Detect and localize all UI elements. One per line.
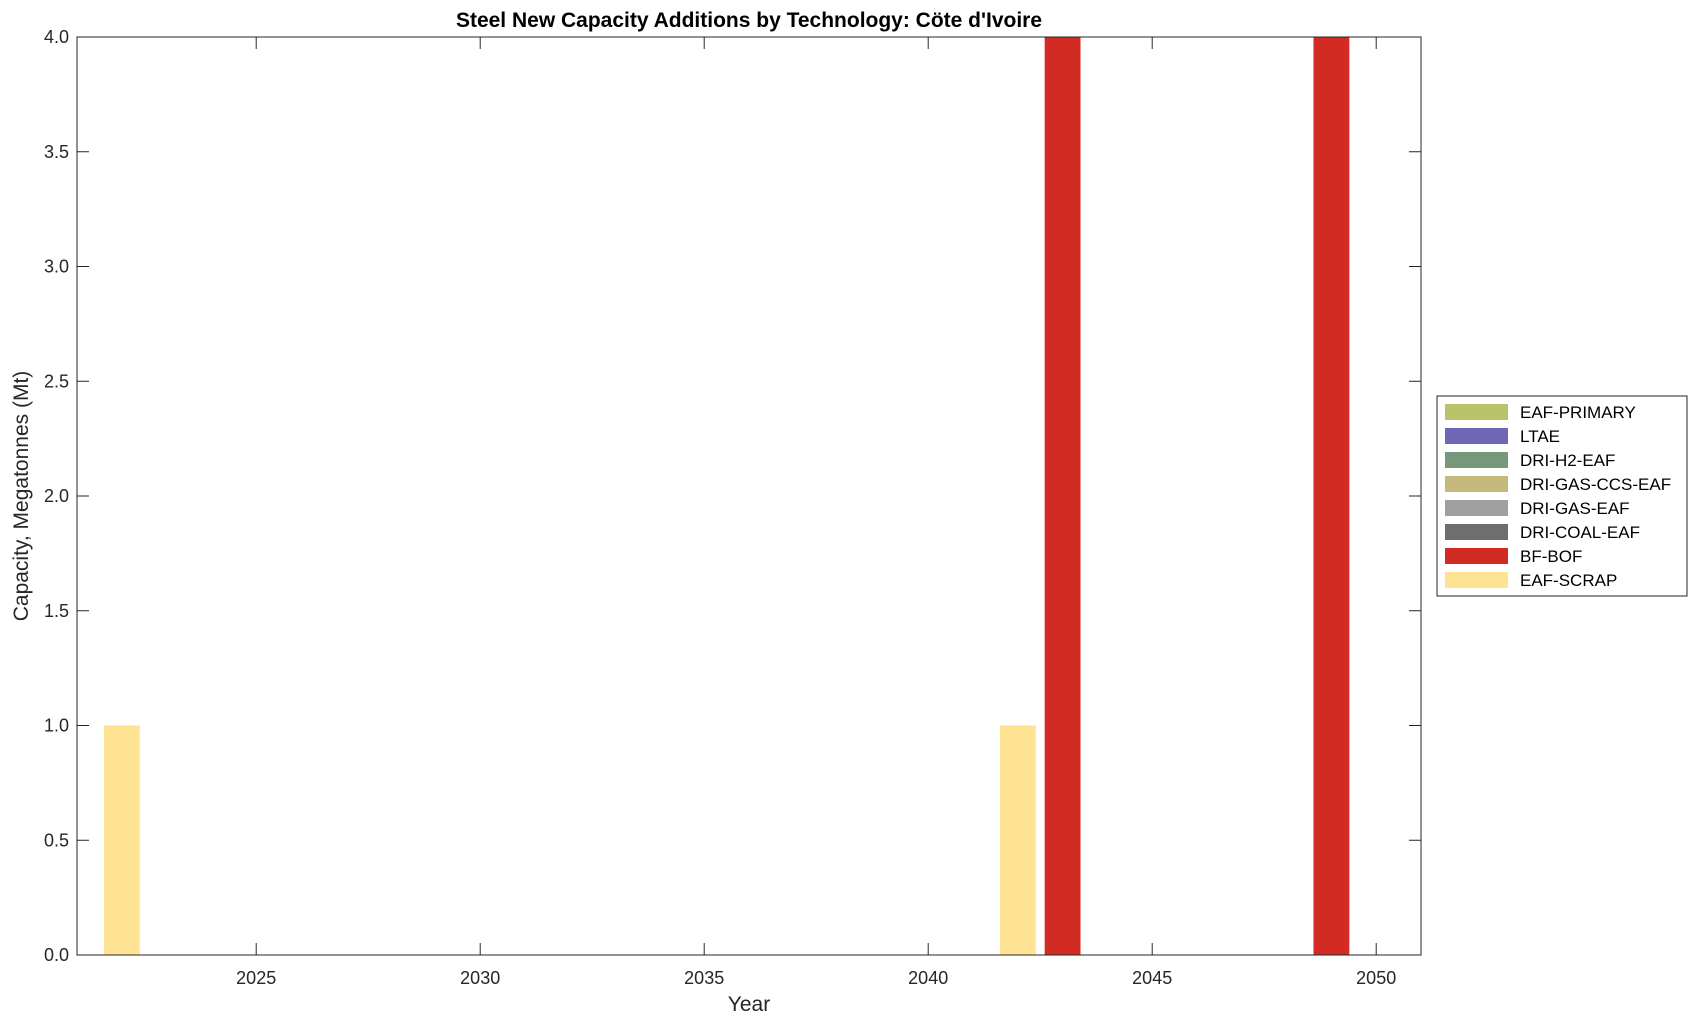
x-tick-label: 2040	[908, 968, 948, 988]
y-axis-label: Capacity, Megatonnes (Mt)	[10, 371, 33, 622]
y-tick-label: 1.0	[44, 716, 69, 736]
legend-swatch-eaf-primary	[1445, 404, 1508, 420]
legend-label-eaf-primary: EAF-PRIMARY	[1520, 403, 1636, 422]
legend-swatch-dri-h2-eaf	[1445, 452, 1508, 468]
y-tick-label: 3.5	[44, 142, 69, 162]
legend-label-dri-coal-eaf: DRI-COAL-EAF	[1520, 523, 1640, 542]
y-tick-label: 2.0	[44, 486, 69, 506]
legend-label-eaf-scrap: EAF-SCRAP	[1520, 571, 1617, 590]
y-tick-label: 4.0	[44, 27, 69, 47]
x-tick-label: 2035	[684, 968, 724, 988]
y-axis: 0.0 0.5 1.0 1.5 2.0 2.5 3.0 3.5 4.0	[44, 27, 1421, 965]
y-tick-label: 1.5	[44, 601, 69, 621]
y-tick-label: 0.5	[44, 830, 69, 850]
legend-label-dri-gas-eaf: DRI-GAS-EAF	[1520, 499, 1630, 518]
x-tick-label: 2045	[1132, 968, 1172, 988]
x-tick-label: 2030	[460, 968, 500, 988]
bar-bf-bof-2043	[1044, 37, 1081, 955]
legend-swatch-eaf-scrap	[1445, 572, 1508, 588]
legend-label-ltae: LTAE	[1520, 427, 1560, 446]
legend-label-bf-bof: BF-BOF	[1520, 547, 1582, 566]
legend-label-dri-h2-eaf: DRI-H2-EAF	[1520, 451, 1615, 470]
legend-label-dri-gas-ccs-eaf: DRI-GAS-CCS-EAF	[1520, 475, 1671, 494]
bar-eaf-scrap-2042	[999, 725, 1036, 955]
legend-box	[1436, 395, 1688, 597]
y-tick-label: 3.0	[44, 257, 69, 277]
plot-frame	[76, 36, 1422, 956]
legend: EAF-PRIMARY LTAE DRI-H2-EAF DRI-GAS-CCS-EAF…	[1436, 395, 1688, 597]
legend-swatch-dri-coal-eaf	[1445, 524, 1508, 540]
chart-title: Steel New Capacity Additions by Technolo…	[456, 9, 1042, 32]
legend-swatch-ltae	[1445, 428, 1508, 444]
x-tick-label: 2025	[236, 968, 276, 988]
y-tick-label: 0.0	[44, 945, 69, 965]
legend-swatch-dri-gas-ccs-eaf	[1445, 476, 1508, 492]
legend-swatch-bf-bof	[1445, 548, 1508, 564]
bar-eaf-scrap-2022	[103, 725, 140, 955]
x-axis-label: Year	[728, 993, 770, 1016]
x-tick-label: 2050	[1356, 968, 1396, 988]
legend-swatch-dri-gas-eaf	[1445, 500, 1508, 516]
plot-area	[103, 37, 1350, 955]
x-axis: 2025 2030 2035 2040 2045 2050	[236, 37, 1396, 988]
y-tick-label: 2.5	[44, 371, 69, 391]
bar-bf-bof-2049	[1313, 37, 1350, 955]
